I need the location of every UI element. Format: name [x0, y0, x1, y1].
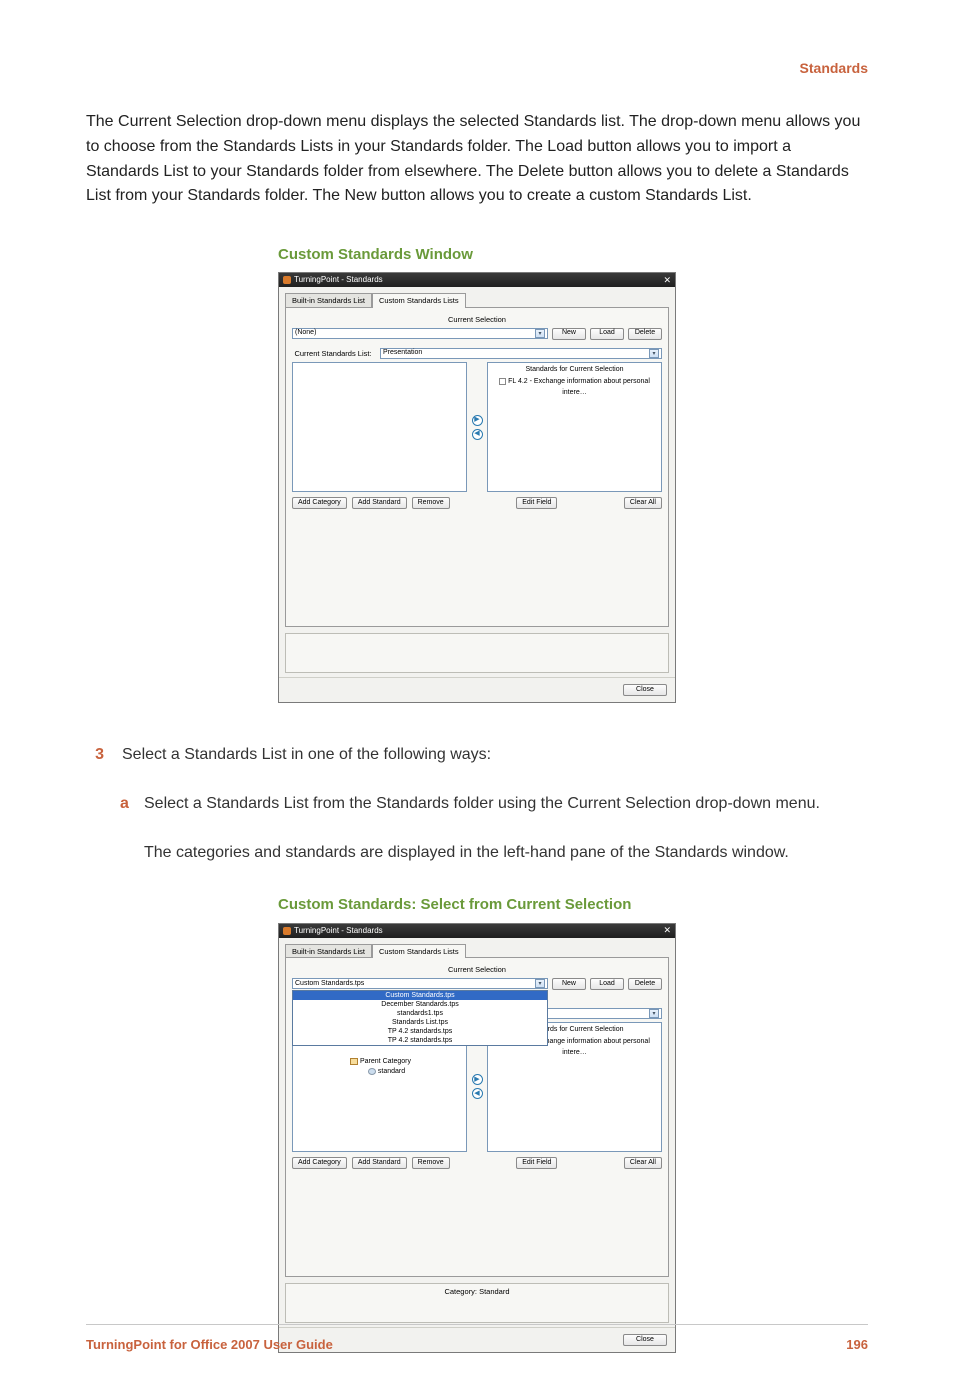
- move-left-button[interactable]: ◀: [472, 429, 483, 440]
- step-number: 3: [86, 743, 104, 768]
- dropdown-option[interactable]: Custom Standards.tps: [293, 991, 547, 1000]
- tab-custom[interactable]: Custom Standards Lists: [372, 293, 466, 308]
- tree-parent-label: Parent Category: [360, 1058, 411, 1065]
- load-button[interactable]: Load: [590, 978, 624, 990]
- app-icon: [283, 276, 291, 284]
- substep-text: Select a Standards List from the Standar…: [144, 792, 868, 817]
- chevron-down-icon[interactable]: ▾: [535, 329, 545, 338]
- dropdown-list[interactable]: Custom Standards.tps December Standards.…: [292, 990, 548, 1046]
- standards-list-value: Presentation: [383, 348, 422, 359]
- current-selection-label: Current Selection: [292, 964, 662, 976]
- right-pane-header: Standards for Current Selection: [491, 365, 658, 377]
- current-selection-dropdown[interactable]: (None) ▾: [292, 328, 548, 339]
- figure2-caption: Custom Standards: Select from Current Se…: [278, 893, 676, 916]
- edit-field-button[interactable]: Edit Field: [516, 497, 557, 509]
- current-selection-value: Custom Standards.tps: [295, 979, 364, 990]
- window-titlebar: TurningPoint - Standards ✕: [279, 924, 675, 938]
- delete-button[interactable]: Delete: [628, 978, 662, 990]
- figure2-screenshot: TurningPoint - Standards ✕ Built-in Stan…: [278, 923, 676, 1354]
- delete-button[interactable]: Delete: [628, 328, 662, 340]
- checkbox-icon[interactable]: [499, 378, 506, 385]
- add-standard-button[interactable]: Add Standard: [352, 1157, 407, 1169]
- app-icon: [283, 927, 291, 935]
- page-number: 196: [846, 1335, 868, 1355]
- figure1-screenshot: TurningPoint - Standards ✕ Built-in Stan…: [278, 272, 676, 703]
- remove-button[interactable]: Remove: [412, 1157, 450, 1169]
- close-button[interactable]: Close: [623, 684, 667, 696]
- chevron-down-icon[interactable]: ▾: [649, 349, 659, 358]
- add-standard-button[interactable]: Add Standard: [352, 497, 407, 509]
- intro-paragraph: The Current Selection drop-down menu dis…: [86, 110, 868, 209]
- current-selection-label: Current Selection: [292, 314, 662, 326]
- edit-field-button[interactable]: Edit Field: [516, 1157, 557, 1169]
- dropdown-option[interactable]: standards1.tps: [293, 1009, 547, 1018]
- move-right-button[interactable]: ▶: [472, 1074, 483, 1085]
- figure1-caption: Custom Standards Window: [278, 243, 676, 266]
- chevron-down-icon[interactable]: ▾: [535, 979, 545, 988]
- standards-list-dropdown[interactable]: Presentation ▾: [380, 348, 662, 359]
- close-icon[interactable]: ✕: [663, 926, 671, 935]
- right-pane-item[interactable]: FL 4.2 - Exchange information about pers…: [491, 377, 658, 399]
- window-titlebar: TurningPoint - Standards ✕: [279, 273, 675, 287]
- detail-area: [285, 633, 669, 673]
- tree-parent[interactable]: Parent Category: [298, 1057, 463, 1067]
- load-button[interactable]: Load: [590, 328, 624, 340]
- move-left-button[interactable]: ◀: [472, 1088, 483, 1099]
- left-pane[interactable]: [292, 362, 467, 492]
- detail-area: Category: Standard: [285, 1283, 669, 1323]
- current-selection-value: (None): [295, 328, 316, 339]
- step-text: Select a Standards List in one of the fo…: [122, 743, 868, 768]
- tree-child[interactable]: standard: [310, 1067, 463, 1077]
- window-title: TurningPoint - Standards: [294, 925, 383, 937]
- right-pane[interactable]: Standards for Current Selection FL 4.2 -…: [487, 362, 662, 492]
- right-item-text: FL 4.2 - Exchange information about pers…: [508, 378, 650, 396]
- move-right-button[interactable]: ▶: [472, 415, 483, 426]
- tab-builtin[interactable]: Built-in Standards List: [285, 944, 372, 959]
- clear-all-button[interactable]: Clear All: [624, 1157, 662, 1169]
- substep-letter: a: [120, 792, 134, 817]
- dropdown-option[interactable]: Standards List.tps: [293, 1018, 547, 1027]
- footer-title: TurningPoint for Office 2007 User Guide: [86, 1335, 333, 1355]
- dropdown-option[interactable]: TP 4.2 standards.tps: [293, 1036, 547, 1045]
- remove-button[interactable]: Remove: [412, 497, 450, 509]
- add-category-button[interactable]: Add Category: [292, 497, 347, 509]
- standards-list-label: Current Standards List:: [292, 348, 374, 360]
- leaf-icon: [368, 1068, 376, 1075]
- dropdown-option[interactable]: TP 4.2 standards.tps: [293, 1027, 547, 1036]
- substep-note: The categories and standards are display…: [144, 841, 868, 866]
- section-header: Standards: [800, 58, 868, 80]
- add-category-button[interactable]: Add Category: [292, 1157, 347, 1169]
- tab-custom[interactable]: Custom Standards Lists: [372, 944, 466, 959]
- dropdown-option[interactable]: December Standards.tps: [293, 1000, 547, 1009]
- close-icon[interactable]: ✕: [663, 276, 671, 285]
- new-button[interactable]: New: [552, 978, 586, 990]
- tab-builtin[interactable]: Built-in Standards List: [285, 293, 372, 308]
- tree-child-label: standard: [378, 1068, 405, 1075]
- window-title: TurningPoint - Standards: [294, 274, 383, 286]
- new-button[interactable]: New: [552, 328, 586, 340]
- clear-all-button[interactable]: Clear All: [624, 497, 662, 509]
- chevron-down-icon[interactable]: ▾: [649, 1009, 659, 1018]
- current-selection-dropdown[interactable]: Custom Standards.tps ▾ Custom Standards.…: [292, 978, 548, 989]
- folder-icon: [350, 1058, 358, 1065]
